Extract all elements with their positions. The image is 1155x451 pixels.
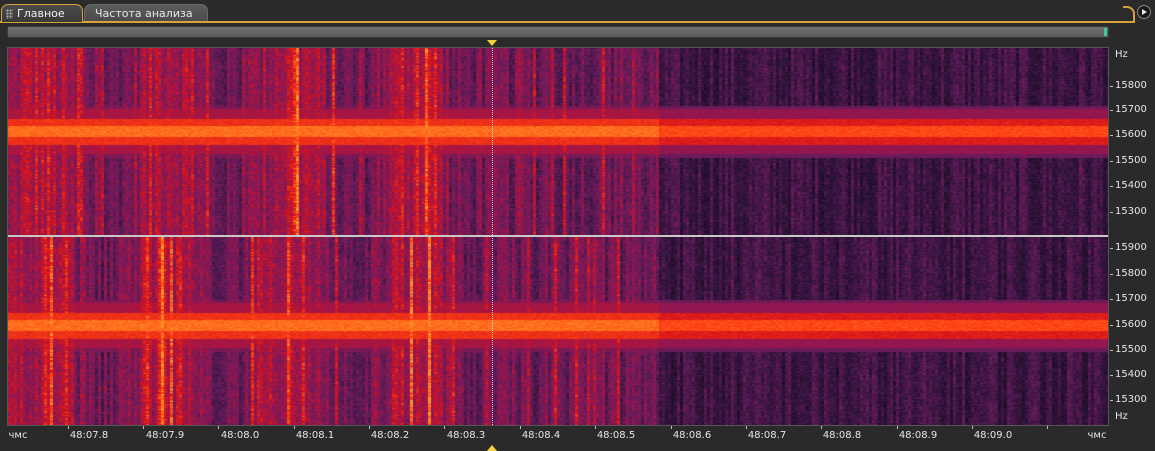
- tab-bar: Главное Частота анализа: [0, 0, 1155, 23]
- freq-label: 15300: [1115, 394, 1147, 405]
- tab-main-label: Главное: [17, 7, 65, 20]
- time-label: 48:08.7: [747, 430, 787, 441]
- tab-underline: [0, 21, 1135, 23]
- freq-tick: [1110, 325, 1113, 326]
- freq-label: 15400: [1115, 369, 1147, 380]
- freq-tick: [1110, 299, 1113, 300]
- freq-tick: [1110, 161, 1113, 162]
- time-tick: [1047, 426, 1048, 429]
- freq-tick: [1110, 186, 1113, 187]
- time-label: 48:08.1: [295, 430, 335, 441]
- freq-tick: [1110, 375, 1113, 376]
- play-icon: [1142, 9, 1147, 15]
- zoom-navigator-bar[interactable]: [7, 26, 1109, 38]
- freq-tick: [1110, 274, 1113, 275]
- freq-label: Hz: [1115, 49, 1128, 60]
- playhead-line[interactable]: [492, 48, 493, 425]
- grip-icon: [6, 8, 13, 19]
- tab-panel-corner: [1123, 6, 1135, 22]
- time-label: 48:08.3: [446, 430, 486, 441]
- time-tick: [671, 426, 672, 429]
- time-label: 48:08.2: [370, 430, 410, 441]
- spectrogram-canvas-top: [8, 48, 1108, 235]
- panel-menu-button[interactable]: [1137, 5, 1151, 19]
- freq-tick: [1110, 86, 1113, 87]
- time-tick: [821, 426, 822, 429]
- tab-frequency-analysis[interactable]: Частота анализа: [84, 4, 208, 22]
- freq-label: 15600: [1115, 319, 1147, 330]
- freq-tick: [1110, 212, 1113, 213]
- time-label: 48:07.8: [69, 430, 109, 441]
- time-tick: [897, 426, 898, 429]
- time-tick: [520, 426, 521, 429]
- time-tick: [595, 426, 596, 429]
- time-label: 48:07.9: [145, 430, 185, 441]
- spectrogram-channel-top[interactable]: [8, 48, 1108, 235]
- time-tick: [294, 426, 295, 429]
- freq-tick: [1110, 135, 1113, 136]
- tab-frequency-analysis-label: Частота анализа: [95, 7, 193, 20]
- time-tick: [444, 426, 445, 429]
- freq-label: 15700: [1115, 293, 1147, 304]
- time-label: 48:09.0: [973, 430, 1013, 441]
- freq-tick: [1110, 400, 1113, 401]
- time-tick: [218, 426, 219, 429]
- freq-label: 15600: [1115, 129, 1147, 140]
- freq-label: 15900: [1115, 242, 1147, 253]
- spectral-display[interactable]: [7, 47, 1109, 426]
- time-tick: [746, 426, 747, 429]
- channel-divider: [8, 235, 1108, 237]
- time-tick: [143, 426, 144, 429]
- frequency-ruler[interactable]: Hz 15800 15700 15600 15500 15400 15300 1…: [1110, 47, 1155, 426]
- time-label: 48:08.6: [672, 430, 712, 441]
- freq-label: 15500: [1115, 155, 1147, 166]
- freq-label: 15800: [1115, 268, 1147, 279]
- playhead-marker-top[interactable]: [487, 40, 497, 46]
- spectrogram-channel-bottom[interactable]: [8, 237, 1108, 425]
- freq-tick: [1110, 350, 1113, 351]
- time-unit-label-end: чмс: [1087, 430, 1107, 441]
- freq-label: 15400: [1115, 180, 1147, 191]
- freq-label: 15500: [1115, 344, 1147, 355]
- playhead-marker-bottom[interactable]: [487, 445, 497, 451]
- time-tick: [68, 426, 69, 429]
- freq-label: 15700: [1115, 104, 1147, 115]
- freq-tick: [1110, 110, 1113, 111]
- time-tick: [972, 426, 973, 429]
- time-label: 48:08.4: [521, 430, 561, 441]
- freq-label: Hz: [1115, 411, 1128, 422]
- freq-label: 15300: [1115, 206, 1147, 217]
- tab-main[interactable]: Главное: [1, 4, 83, 22]
- time-label: 48:08.0: [220, 430, 260, 441]
- time-label: 48:08.8: [822, 430, 862, 441]
- freq-label: 15800: [1115, 80, 1147, 91]
- time-label: 48:08.5: [596, 430, 636, 441]
- time-ruler[interactable]: чмс 48:07.8 48:07.9 48:08.0 48:08.1 48:0…: [7, 426, 1109, 445]
- spectrogram-canvas-bottom: [8, 237, 1108, 425]
- time-label: 48:08.9: [898, 430, 938, 441]
- freq-tick: [1110, 248, 1113, 249]
- zoom-navigator-handle[interactable]: [1104, 28, 1107, 36]
- time-unit-label-start: чмс: [8, 430, 28, 441]
- time-tick: [369, 426, 370, 429]
